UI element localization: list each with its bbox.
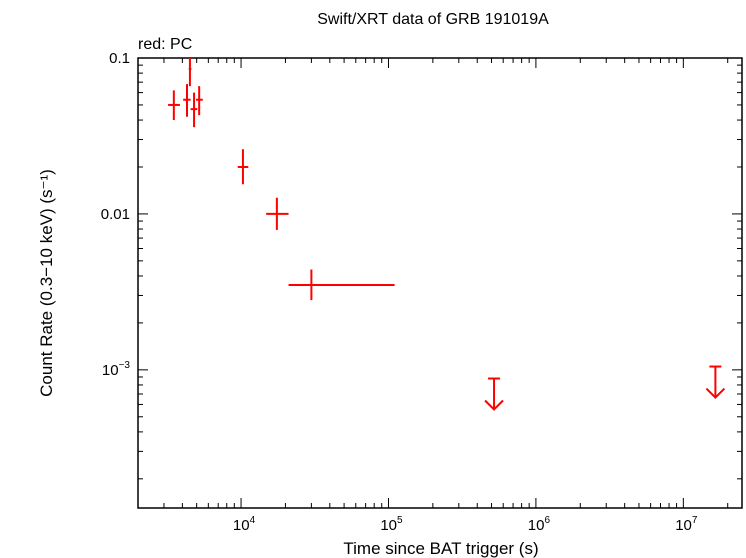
x-tick-label: 106 xyxy=(528,515,551,534)
data-point xyxy=(288,269,395,301)
upper-limit-marker xyxy=(705,365,726,399)
chart-title: Swift/XRT data of GRB 191019A xyxy=(317,11,549,28)
data-point xyxy=(196,86,203,116)
upper-limit-marker xyxy=(484,377,504,411)
chart-subtitle: red: PC xyxy=(138,36,192,53)
data-point xyxy=(168,90,180,121)
x-tick-label: 104 xyxy=(233,515,256,534)
data-point xyxy=(266,197,289,230)
x-tick-label: 105 xyxy=(380,515,403,534)
down-arrow-icon xyxy=(484,399,504,411)
y-tick-label: 0.1 xyxy=(109,50,130,67)
data-point xyxy=(188,58,192,87)
data-point xyxy=(237,149,249,185)
x-tick-label: 107 xyxy=(675,515,698,534)
y-axis-label: Count Rate (0.3−10 keV) (s⁻¹) xyxy=(37,169,56,397)
x-axis-label: Time since BAT trigger (s) xyxy=(343,539,538,558)
plot-frame xyxy=(137,57,743,509)
data-point xyxy=(190,92,198,128)
down-arrow-icon xyxy=(705,387,726,399)
y-tick-label: 10−3 xyxy=(102,360,131,379)
y-tick-label: 0.01 xyxy=(101,206,130,223)
data-point xyxy=(183,84,191,117)
